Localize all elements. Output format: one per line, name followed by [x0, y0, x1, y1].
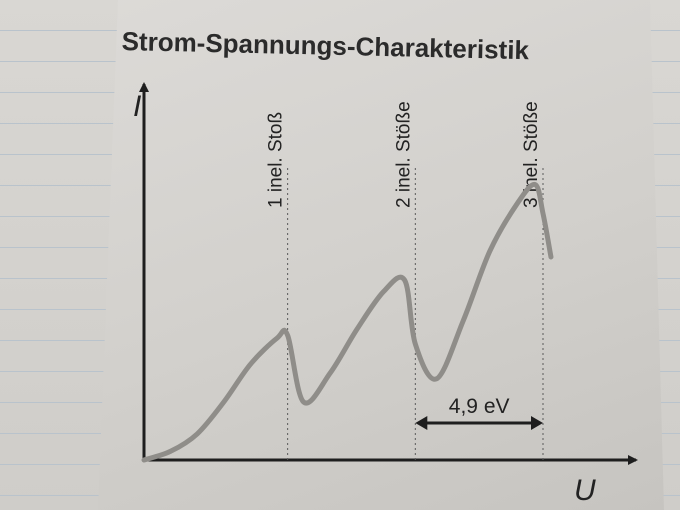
current-curve [141, 181, 554, 463]
marker-label-3: 3 inel. Stöße [521, 101, 542, 208]
marker-label-2: 2 inel. Stöße [393, 101, 414, 208]
marker-label-1: 1 inel. Stoß [266, 112, 287, 208]
annotation-arrowhead-right [531, 416, 543, 430]
annotation-label: 4,9 eV [449, 395, 510, 418]
annotation-arrowhead-left [415, 416, 428, 430]
y-axis-label: I [133, 90, 141, 123]
x-axis-label: U [574, 474, 596, 507]
